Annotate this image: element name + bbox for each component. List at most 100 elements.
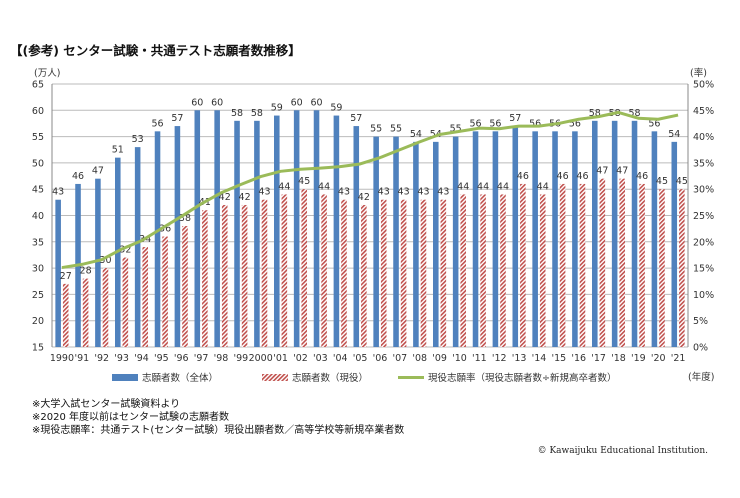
- bar-total: [134, 147, 141, 347]
- y-tick-label: 45: [32, 185, 44, 196]
- bar-current: [400, 199, 407, 347]
- data-label-current: 44: [477, 181, 489, 192]
- data-label-total: 47: [92, 166, 104, 177]
- bar-current: [639, 183, 645, 347]
- data-label-current: 38: [179, 213, 191, 224]
- data-label-total: 57: [171, 113, 183, 124]
- x-axis-label: (年度): [688, 371, 714, 383]
- y-tick-label: 30: [32, 264, 44, 275]
- data-label-total: 60: [310, 97, 322, 108]
- legend-swatch-total: [112, 374, 138, 381]
- data-label-current: 27: [60, 271, 72, 282]
- bar-current: [102, 268, 109, 347]
- y2-tick-label: 0%: [693, 343, 708, 354]
- data-label-total: 55: [390, 124, 402, 135]
- data-label-current: 43: [338, 187, 350, 198]
- bar-total: [214, 110, 220, 347]
- bar-total: [651, 131, 658, 347]
- bar-current: [261, 199, 268, 347]
- x-tick-label: '99: [233, 353, 248, 364]
- x-tick-label: '07: [392, 353, 407, 364]
- bar-current: [440, 199, 447, 347]
- note: ※現役志願率：共通テスト(センター試験）現役出願者数／高等学校等新規卒業者数: [32, 425, 405, 436]
- x-tick-label: '12: [492, 353, 507, 364]
- x-tick-label: '01: [273, 353, 288, 364]
- bar-total: [631, 120, 638, 347]
- data-label-current: 28: [80, 266, 92, 277]
- data-label-current: 44: [497, 181, 509, 192]
- y-tick-label: 25: [32, 290, 44, 301]
- data-label-total: 56: [648, 118, 660, 129]
- data-label-total: 59: [271, 103, 283, 114]
- data-label-current: 42: [219, 192, 231, 203]
- bar-total: [671, 141, 678, 347]
- y2-tick-label: 30%: [693, 185, 714, 196]
- x-tick-label: '11: [472, 353, 487, 364]
- x-tick-label: 2000: [249, 353, 273, 364]
- bar-current: [321, 194, 327, 347]
- bar-current: [659, 189, 665, 347]
- x-tick-label: '13: [512, 353, 527, 364]
- y2-tick-label: 5%: [693, 316, 708, 327]
- data-label-current: 43: [258, 187, 270, 198]
- data-label-current: 46: [576, 171, 588, 182]
- x-tick-label: '14: [532, 353, 547, 364]
- copyright: © Kawaijuku Educational Institution.: [537, 446, 708, 456]
- data-label-total: 56: [569, 118, 581, 129]
- bar-current: [460, 194, 467, 347]
- bar-current: [301, 189, 308, 347]
- legend-swatch-current: [262, 374, 288, 381]
- data-label-total: 58: [251, 108, 263, 119]
- bar-current: [579, 183, 586, 347]
- x-tick-label: '98: [214, 353, 229, 364]
- y2-axis-label: (率): [690, 67, 707, 79]
- x-tick-label: '02: [293, 353, 308, 364]
- bar-current: [221, 204, 228, 347]
- data-label-current: 43: [437, 187, 449, 198]
- bar-current: [62, 283, 69, 347]
- x-tick-label: '18: [611, 353, 626, 364]
- data-label-total: 58: [231, 108, 243, 119]
- bar-current: [341, 199, 347, 347]
- data-label-current: 42: [239, 192, 251, 203]
- y2-tick-label: 10%: [693, 290, 714, 301]
- bar-current: [281, 194, 288, 347]
- y-tick-label: 50: [32, 158, 44, 169]
- bar-total: [393, 136, 399, 347]
- y2-tick-label: 15%: [693, 264, 714, 275]
- bar-total: [591, 120, 598, 347]
- data-label-total: 55: [370, 124, 382, 135]
- data-label-current: 46: [517, 171, 529, 182]
- data-label-current: 43: [378, 187, 390, 198]
- y-tick-label: 15: [32, 343, 44, 354]
- y-tick-label: 55: [32, 132, 44, 143]
- bar-current: [619, 178, 626, 347]
- y2-tick-label: 20%: [693, 237, 714, 248]
- data-label-total: 57: [509, 113, 521, 124]
- data-label-current: 46: [557, 171, 569, 182]
- data-label-current: 47: [616, 166, 628, 177]
- bar-total: [572, 131, 578, 347]
- bar-total: [452, 136, 459, 347]
- bar-current: [122, 257, 129, 347]
- data-label-total: 58: [628, 108, 640, 119]
- x-tick-label: '04: [333, 353, 348, 364]
- data-label-total: 53: [132, 134, 144, 145]
- bar-total: [254, 120, 260, 347]
- bar-total: [512, 126, 519, 347]
- data-label-total: 57: [350, 113, 362, 124]
- data-label-current: 32: [119, 245, 131, 256]
- data-label-total: 58: [589, 108, 601, 119]
- data-label-current: 45: [656, 176, 668, 187]
- bar-total: [154, 131, 161, 347]
- data-label-total: 60: [291, 97, 303, 108]
- y2-tick-label: 35%: [693, 158, 714, 169]
- data-label-current: 47: [596, 166, 608, 177]
- y2-tick-label: 40%: [693, 132, 714, 143]
- data-label-total: 60: [211, 97, 223, 108]
- bar-total: [313, 110, 320, 347]
- bar-total: [472, 131, 479, 347]
- x-tick-label: '10: [452, 353, 467, 364]
- bar-current: [599, 178, 606, 347]
